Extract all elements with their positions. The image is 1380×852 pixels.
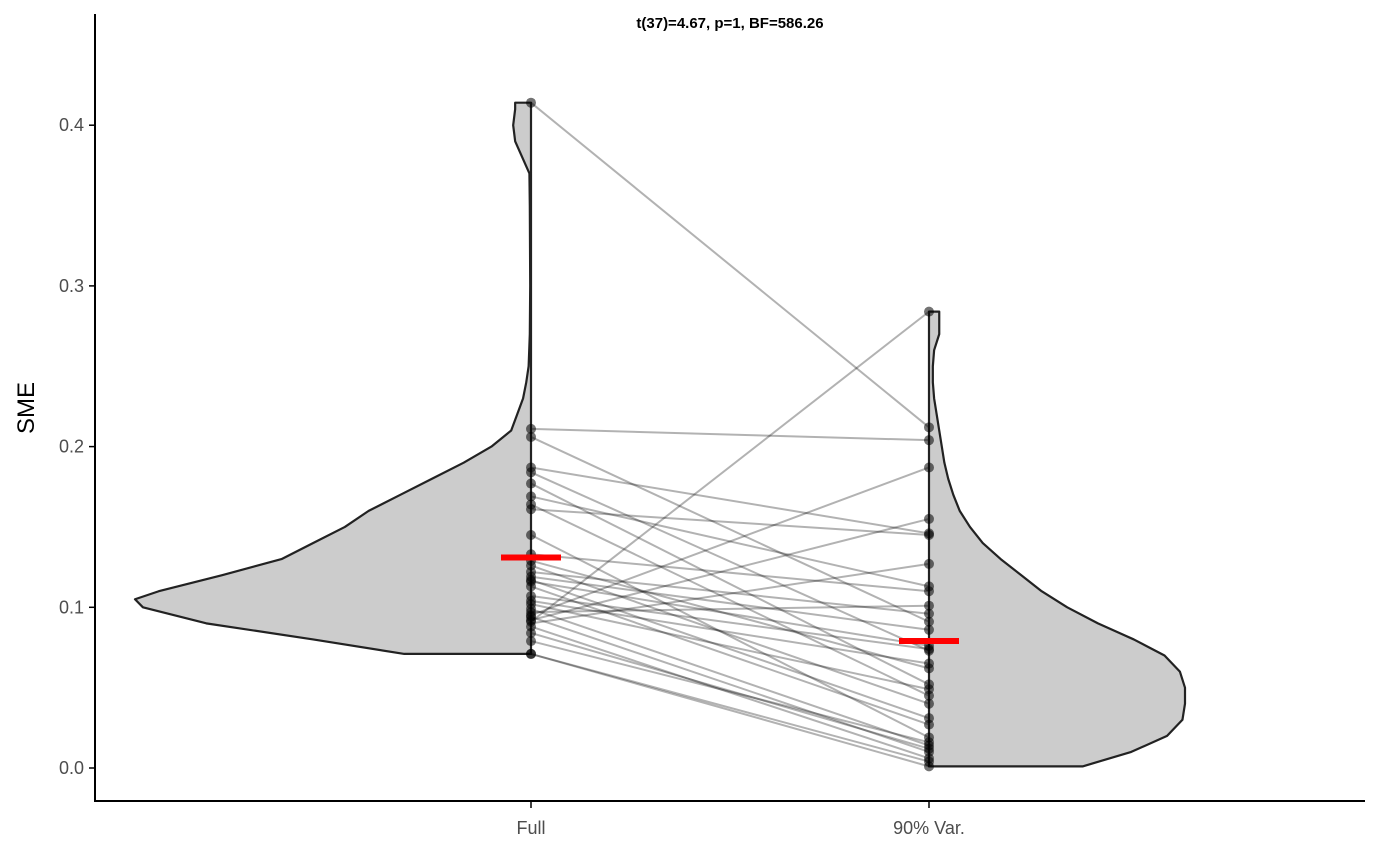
data-point (924, 663, 934, 674)
data-point (526, 648, 536, 659)
chart-title: t(37)=4.67, p=1, BF=586.26 (636, 15, 823, 32)
pair-line (530, 508, 930, 536)
y-axis-title: SME (13, 382, 40, 434)
data-point (526, 467, 536, 478)
pair-line (530, 652, 930, 768)
data-point (924, 600, 934, 611)
pair-line (530, 471, 930, 652)
pair-line (530, 466, 930, 617)
x-tick-label: 90% Var. (893, 818, 965, 838)
data-point (924, 616, 934, 627)
pair-line (530, 466, 930, 535)
means-layer (501, 554, 959, 645)
pair-line (530, 580, 930, 647)
pair-lines-layer (530, 101, 930, 768)
violin-full (133, 101, 533, 656)
pair-line (530, 640, 930, 744)
data-point (526, 628, 536, 639)
pair-line (530, 595, 930, 651)
y-tick-label: 0.4 (59, 115, 84, 135)
pair-line (530, 585, 930, 726)
violin-layer (133, 101, 1187, 768)
y-tick-label: 0.1 (59, 597, 84, 617)
data-point (526, 431, 536, 442)
data-point (924, 435, 934, 446)
pair-line (530, 607, 930, 747)
pair-line (530, 625, 930, 760)
y-tick-label: 0.2 (59, 437, 84, 457)
pair-line (530, 101, 930, 429)
data-point (924, 644, 934, 655)
x-axis: Full 90% Var. (94, 800, 1365, 838)
pair-line (530, 562, 930, 625)
pair-line (530, 615, 930, 753)
data-point (526, 423, 536, 434)
data-point (924, 422, 934, 433)
y-axis: 0.0 0.1 0.2 0.3 0.4 (59, 14, 96, 801)
data-point (924, 513, 934, 524)
pair-line (530, 570, 930, 615)
pair-line (530, 310, 930, 623)
data-point (924, 608, 934, 619)
data-point (924, 698, 934, 709)
pair-line (530, 599, 930, 665)
pair-line (530, 436, 930, 623)
pair-line (530, 534, 930, 739)
data-point (526, 504, 536, 515)
data-point (526, 97, 536, 108)
pair-line (530, 495, 930, 588)
y-tick-label: 0.0 (59, 758, 84, 778)
pair-line (530, 427, 930, 442)
data-point (526, 491, 536, 502)
violin-90pct-var (927, 310, 1187, 768)
points-layer (526, 97, 934, 772)
data-point (924, 624, 934, 635)
data-point (924, 529, 934, 540)
pair-line (530, 559, 930, 670)
pair-line (530, 503, 930, 697)
pair-line (530, 579, 930, 720)
data-point (924, 690, 934, 701)
data-point (924, 586, 934, 597)
pair-line (530, 564, 930, 705)
pair-line (530, 604, 930, 614)
data-point (924, 462, 934, 473)
pair-line (530, 482, 930, 686)
pair-line (530, 632, 930, 750)
data-point (526, 636, 536, 647)
data-point (526, 581, 536, 592)
data-point (526, 529, 536, 540)
pair-line (530, 517, 930, 622)
pair-line (530, 603, 930, 691)
data-point (526, 478, 536, 489)
x-tick-label: Full (516, 818, 545, 838)
data-point (924, 761, 934, 772)
pair-line (530, 553, 930, 593)
pair-line (530, 575, 930, 631)
data-point (924, 719, 934, 730)
pair-line (530, 652, 930, 763)
data-point (924, 558, 934, 569)
y-tick-label: 0.3 (59, 276, 84, 296)
data-point (924, 306, 934, 317)
